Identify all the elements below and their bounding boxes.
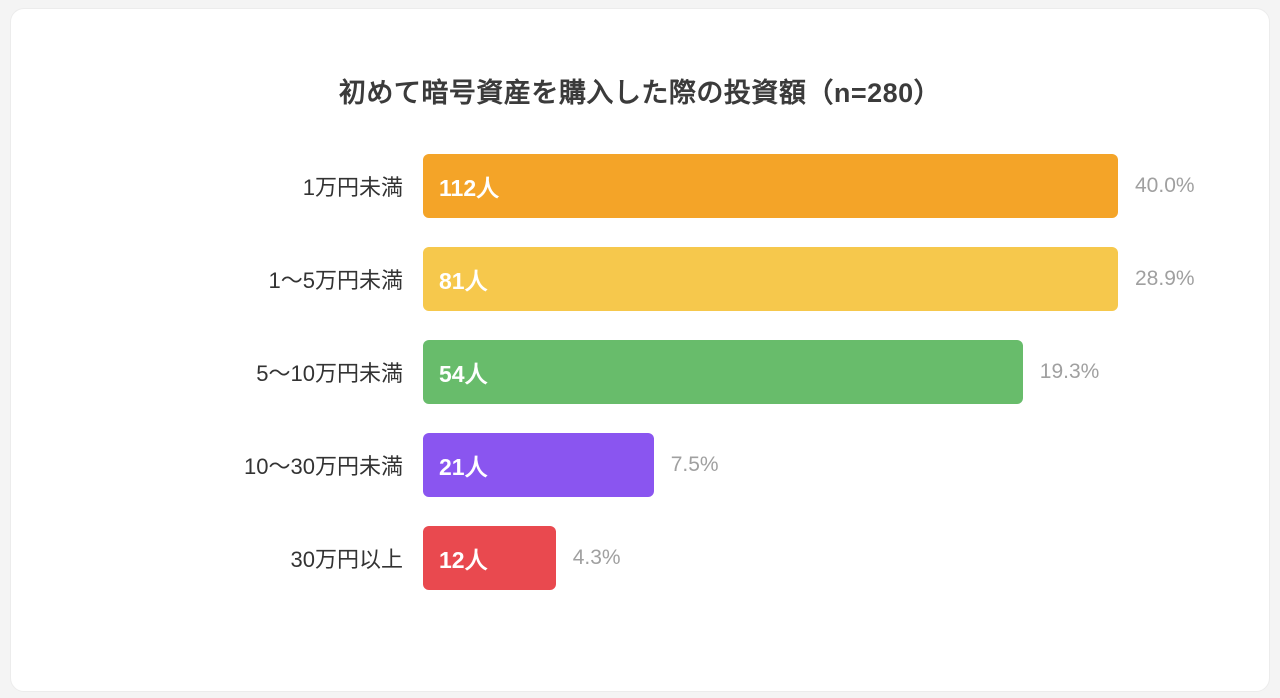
percent-label: 28.9%	[1135, 267, 1195, 290]
bar-value-label: 81人	[439, 268, 488, 294]
chart-row: 1万円未満 112人 40.0%	[11, 154, 1269, 218]
bar-chart: 1万円未満 112人 40.0% 1〜5万円未満 81人 28.9%	[11, 154, 1269, 590]
bar-track: 112人 40.0%	[423, 154, 1195, 218]
bar-value-label: 54人	[439, 361, 488, 387]
category-label: 1〜5万円未満	[268, 268, 403, 293]
bar: 112人	[423, 154, 1118, 218]
percent-label: 7.5%	[670, 453, 719, 476]
bar-value-label: 112人	[439, 175, 500, 201]
chart-title: 初めて暗号資産を購入した際の投資額（n=280）	[338, 78, 942, 108]
bar: 21人	[423, 433, 654, 497]
chart-row: 10〜30万円未満 21人 7.5%	[11, 433, 1269, 497]
category-label: 5〜10万円未満	[256, 361, 403, 386]
chart-row: 5〜10万円未満 54人 19.3%	[11, 340, 1269, 404]
percent-label: 19.3%	[1039, 360, 1100, 383]
bar-track: 81人 28.9%	[423, 247, 1195, 311]
bar-track: 54人 19.3%	[423, 340, 1118, 404]
bar-value-label: 12人	[439, 547, 488, 573]
category-label: 10〜30万円未満	[244, 454, 403, 479]
category-label: 30万円以上	[290, 547, 403, 572]
chart-card: 初めて暗号資産を購入した際の投資額（n=280） 1万円未満 112人 40.0…	[10, 8, 1270, 692]
bar: 54人	[423, 340, 1023, 404]
bar-value-label: 21人	[439, 454, 488, 480]
percent-label: 4.3%	[572, 546, 621, 569]
category-label: 1万円未満	[302, 175, 403, 200]
bar: 12人	[423, 526, 556, 590]
chart-row: 1〜5万円未満 81人 28.9%	[11, 247, 1269, 311]
chart-row: 30万円以上 12人 4.3%	[11, 526, 1269, 590]
bar: 81人	[423, 247, 1118, 311]
percent-label: 40.0%	[1135, 174, 1195, 197]
bar-track: 12人 4.3%	[423, 526, 1118, 590]
bar-track: 21人 7.5%	[423, 433, 1118, 497]
